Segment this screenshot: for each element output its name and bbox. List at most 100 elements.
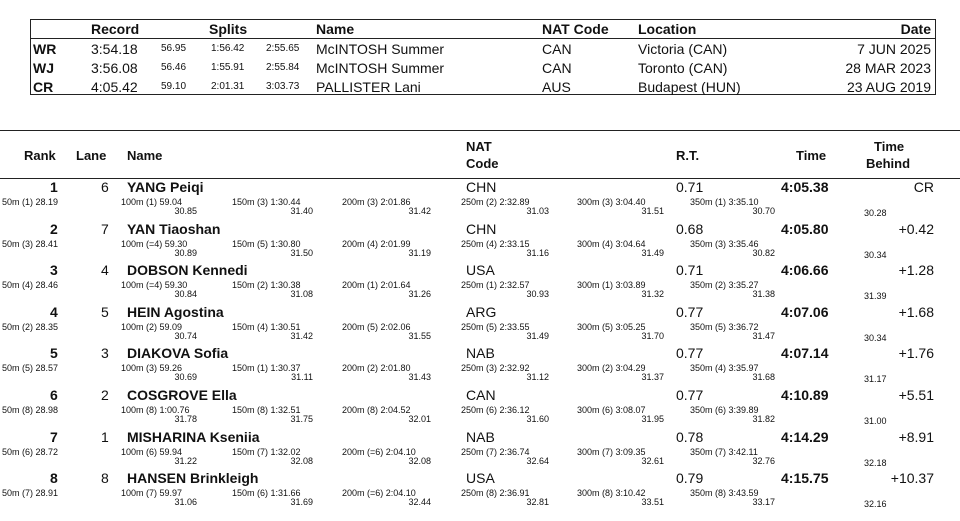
split-300: 300m (4) 3:04.64: [577, 238, 646, 249]
split-last-lap: 31.00: [864, 416, 887, 426]
result-lane: 5: [101, 303, 109, 320]
split-250-lap: 32.81: [526, 497, 549, 508]
split-last-lap: 30.34: [864, 249, 887, 260]
split-350-lap: 32.76: [752, 455, 775, 466]
result-time: 4:07.06: [781, 303, 829, 320]
record-split-1: 56.46: [161, 62, 187, 73]
split-300-lap: 31.95: [641, 414, 664, 424]
split-250-lap: 32.64: [526, 455, 549, 466]
record-split-1: 56.95: [161, 43, 187, 54]
split-350: 350m (7) 3:42.11: [690, 446, 758, 457]
result-main-line: 5 3 DIAKOVA Sofia NAB 0.77 4:07.14 +1.76: [0, 345, 960, 361]
split-100: 100m (3) 59.26: [121, 363, 183, 374]
records-header-date: Date: [900, 21, 931, 37]
split-250: 250m (3) 2:32.92: [461, 363, 530, 374]
split-50: 50m (7) 28.91: [2, 488, 59, 499]
result-nat: NAB: [466, 345, 495, 362]
split-last-lap: 32.18: [864, 457, 887, 468]
split-150: 150m (2) 1:30.38: [232, 280, 301, 291]
results-header: Rank Lane Name NAT Code R.T. Time Time B…: [0, 130, 960, 179]
records-table: Record Splits Name NAT Code Location Dat…: [30, 19, 936, 95]
split-150-lap: 31.08: [290, 289, 313, 300]
result-time: 4:05.80: [781, 220, 829, 237]
result-main-line: 6 2 COSGROVE Ella CAN 0.77 4:10.89 +5.51: [0, 387, 960, 403]
record-time: 3:56.08: [91, 60, 138, 76]
record-split-2: 1:56.42: [211, 43, 245, 54]
result-name: DOBSON Kennedi: [127, 262, 248, 279]
record-row: WR 3:54.18 56.95 1:56.42 2:55.65 McINTOSH Sum…: [31, 39, 935, 58]
split-last-lap: 31.39: [864, 291, 887, 302]
result-behind: +5.51: [898, 387, 934, 403]
record-code: CR: [33, 79, 54, 95]
split-350-lap: 31.82: [752, 414, 775, 424]
split-250-lap: 31.60: [526, 414, 549, 424]
record-time: 4:05.42: [91, 79, 138, 95]
result-lane: 1: [101, 428, 109, 445]
header-behind-2: Behind: [866, 156, 911, 171]
split-300: 300m (8) 3:10.42: [577, 488, 646, 499]
split-250: 250m (7) 2:36.74: [461, 446, 530, 457]
result-time: 4:15.75: [781, 470, 829, 487]
result-rt: 0.68: [676, 220, 704, 237]
header-nat-2: Code: [466, 156, 499, 171]
record-time: 3:54.18: [91, 41, 138, 57]
result-row: 4 5 HEIN Agostina ARG 0.77 4:07.06 +1.68 50m (2…: [0, 304, 960, 345]
result-row: 1 6 YANG Peiqi CHN 0.71 4:05.38 CR 50m (1) 28.1…: [0, 179, 960, 220]
result-rt: 0.77: [676, 345, 704, 362]
split-150: 150m (7) 1:32.02: [232, 446, 301, 457]
record-split-3: 2:55.84: [266, 62, 300, 73]
split-300-lap: 31.70: [641, 330, 664, 341]
split-100-lap: 31.06: [174, 497, 197, 508]
header-time: Time: [796, 148, 827, 163]
split-300-lap: 31.51: [641, 206, 664, 216]
record-location: Budapest (HUN): [638, 79, 741, 95]
split-350-lap: 31.68: [752, 372, 775, 383]
result-rt: 0.71: [676, 179, 704, 195]
records-header-nat: NAT Code: [542, 21, 609, 37]
split-200: 200m (2) 2:01.80: [342, 363, 411, 374]
split-last-lap: 30.34: [864, 332, 887, 343]
result-rt: 0.71: [676, 262, 704, 279]
split-200: 200m (1) 2:01.64: [342, 280, 411, 291]
result-main-line: 3 4 DOBSON Kennedi USA 0.71 4:06.66 +1.28: [0, 262, 960, 278]
split-350-lap: 30.70: [752, 206, 775, 216]
split-350: 350m (2) 3:35.27: [690, 280, 759, 291]
result-name: HANSEN Brinkleigh: [127, 470, 259, 487]
split-100-lap: 30.84: [174, 289, 197, 300]
record-nat: CAN: [542, 41, 572, 57]
result-behind: CR: [913, 179, 934, 195]
result-main-line: 7 1 MISHARINA Kseniia NAB 0.78 4:14.29 +8.91: [0, 429, 960, 445]
result-name: YAN Tiaoshan: [127, 220, 221, 237]
split-350-lap: 33.17: [752, 497, 775, 508]
split-100: 100m (=4) 59.30: [121, 280, 188, 291]
result-row: 5 3 DIAKOVA Sofia NAB 0.77 4:07.14 +1.76 50m (5…: [0, 345, 960, 386]
result-row: 2 7 YAN Tiaoshan CHN 0.68 4:05.80 +0.42 50m (3)…: [0, 221, 960, 262]
split-200-lap: 31.43: [408, 372, 431, 383]
record-date: 7 JUN 2025: [857, 41, 931, 57]
result-rank: 4: [50, 303, 58, 320]
result-row: 7 1 MISHARINA Kseniia NAB 0.78 4:14.29 +8.91 50…: [0, 429, 960, 470]
split-300: 300m (1) 3:03.89: [577, 280, 646, 291]
record-split-2: 2:01.31: [211, 81, 245, 92]
split-200-lap: 31.42: [408, 206, 431, 216]
records-header-name: Name: [316, 21, 355, 37]
split-200: 200m (=6) 2:04.10: [342, 488, 416, 499]
header-behind-1: Time: [874, 139, 905, 154]
split-200-lap: 31.55: [408, 330, 431, 341]
split-200: 200m (3) 2:01.86: [342, 197, 411, 207]
split-350: 350m (8) 3:43.59: [690, 488, 759, 499]
split-200-lap: 31.19: [408, 247, 431, 258]
split-last-lap: 32.16: [864, 499, 887, 510]
result-lane: 3: [101, 345, 109, 362]
result-nat: ARG: [466, 303, 497, 320]
split-50: 50m (3) 28.41: [2, 238, 59, 249]
split-300-lap: 32.61: [641, 455, 664, 466]
result-rt: 0.77: [676, 303, 704, 320]
split-200-lap: 32.44: [408, 497, 431, 508]
header-rank: Rank: [24, 148, 56, 163]
split-200-lap: 32.08: [408, 455, 431, 466]
split-300-lap: 31.32: [641, 289, 664, 300]
split-150-lap: 31.69: [290, 497, 313, 508]
split-250-lap: 31.12: [526, 372, 549, 383]
split-100: 100m (6) 59.94: [121, 446, 183, 457]
